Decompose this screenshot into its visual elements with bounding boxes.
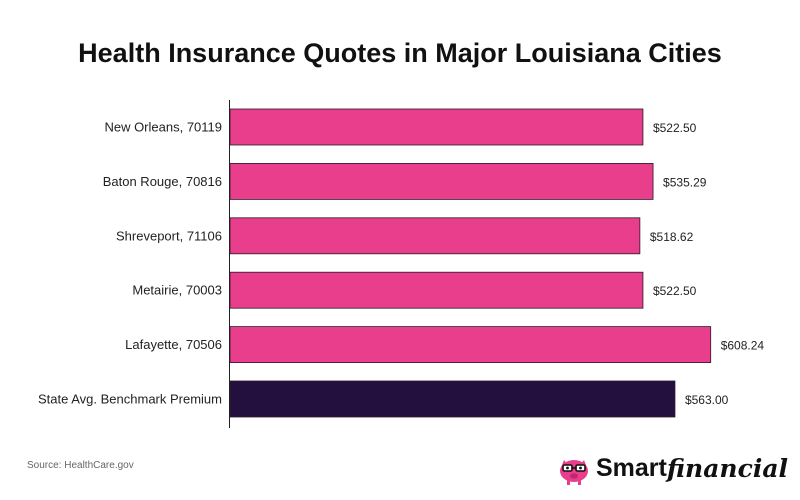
bars-layer: New Orleans, 70119 $522.50 Baton Rouge, 70…: [38, 108, 765, 418]
brand-logo: Smart financial: [556, 450, 788, 486]
value-label-1: $535.29: [663, 175, 707, 189]
value-label-4: $608.24: [721, 339, 765, 353]
category-label-1: Baton Rouge, 70816: [103, 174, 222, 189]
category-label-5: State Avg. Benchmark Premium: [38, 392, 222, 407]
category-label-4: Lafayette, 70506: [125, 337, 222, 352]
bar-5: [229, 380, 676, 418]
source-note: Source: HealthCare.gov: [27, 460, 134, 471]
category-label-0: New Orleans, 70119: [104, 120, 222, 135]
brand-name-smart: Smart: [596, 453, 667, 482]
value-label-3: $522.50: [653, 284, 697, 298]
value-label-2: $518.62: [650, 230, 694, 244]
brand-name-financial: financial: [666, 453, 789, 483]
category-label-3: Metairie, 70003: [132, 283, 222, 298]
category-label-2: Shreveport, 71106: [116, 228, 222, 243]
bar-2: [229, 217, 641, 255]
bar-3: [229, 271, 644, 309]
piggy-bank-with-glasses-icon: [560, 460, 588, 485]
bar-1: [229, 162, 654, 200]
bar-4: [229, 326, 712, 364]
chart-title: Health Insurance Quotes in Major Louisia…: [78, 38, 722, 68]
bar-0: [229, 108, 644, 146]
value-label-0: $522.50: [653, 121, 697, 135]
value-label-5: $563.00: [685, 393, 729, 407]
